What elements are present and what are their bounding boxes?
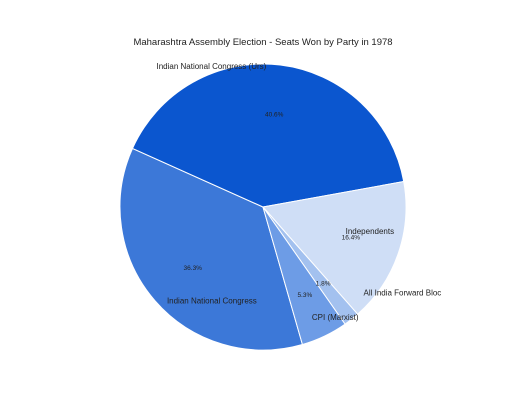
- pie-slice-indian-national-congress-urs: [131, 63, 405, 208]
- chart-title: Maharashtra Assembly Election - Seats Wo…: [133, 37, 392, 48]
- pct-label-cpi-marxist: 5.3%: [297, 292, 312, 299]
- slice-label-indian-national-congress: Indian National Congress: [167, 297, 257, 306]
- pie-slice-indian-national-congress: [119, 147, 304, 351]
- pct-label-indian-national-congress: 36.3%: [184, 265, 203, 272]
- pct-label-independents: 16.4%: [342, 234, 361, 241]
- pie-slice-cpi-marxist: [262, 206, 346, 346]
- pie-slice-independents: [262, 180, 407, 315]
- slice-label-cpi-marxist: CPI (Marxist): [312, 313, 359, 322]
- percentage-labels: 36.3% 40.6% 16.4% 1.8% 5.3%: [184, 112, 361, 299]
- slice-labels: Indian National Congress Indian National …: [156, 62, 441, 322]
- slice-label-independents: Independents: [346, 227, 395, 236]
- pct-label-all-india-forward-bloc: 1.8%: [316, 280, 331, 287]
- slice-label-indian-national-congress-urs: Indian National Congress (Urs): [156, 62, 266, 71]
- pct-label-indian-national-congress-urs: 40.6%: [265, 112, 284, 119]
- slice-label-all-india-forward-bloc: All India Forward Bloc: [363, 288, 441, 297]
- pie-slices: [119, 63, 407, 351]
